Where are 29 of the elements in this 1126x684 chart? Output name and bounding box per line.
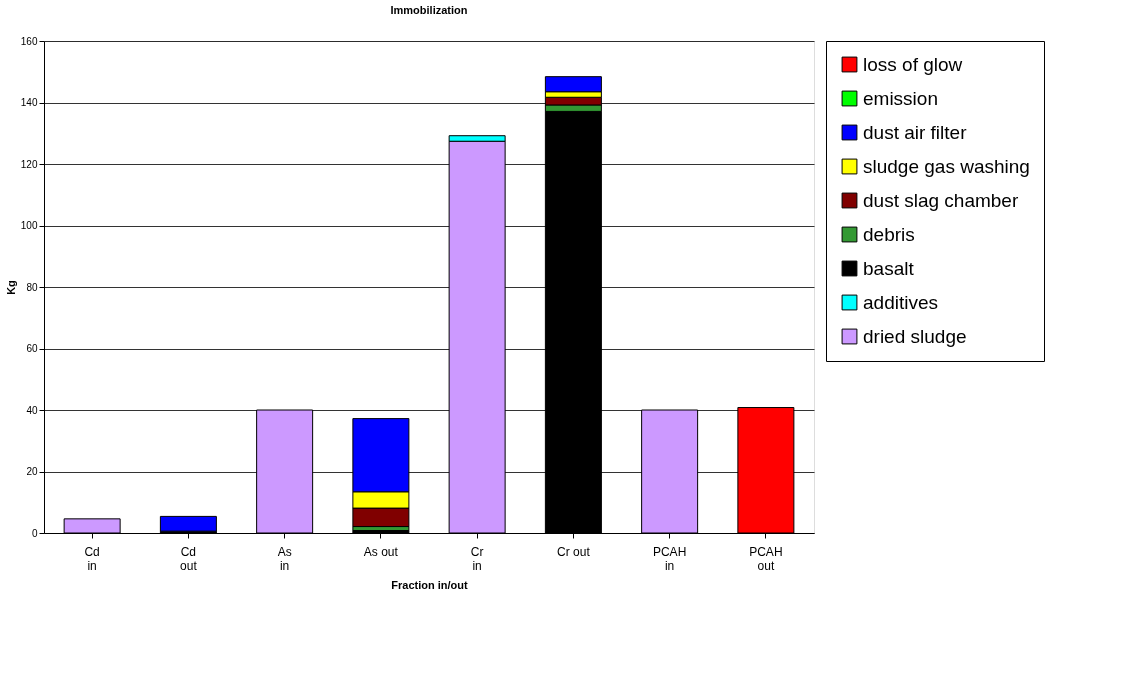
y-tick-label: 20 [26, 466, 38, 477]
x-tick-label: As in [277, 544, 292, 573]
y-tick-label: 80 [26, 281, 38, 293]
x-tick-label: As out [363, 544, 399, 559]
chart-title: Immobilization [390, 4, 468, 16]
legend-label: sludge gas washing [863, 155, 1030, 177]
x-tick-label: Cd out [180, 544, 198, 573]
legend-label: dried sludge [863, 325, 967, 347]
x-axis-title: Fraction in/out [391, 578, 469, 591]
y-axis-title: Kg [4, 280, 17, 295]
y-tick-label: 120 [20, 158, 38, 170]
x-tick-label: Cr out [557, 544, 591, 559]
legend-label: dust slag chamber [863, 189, 1019, 211]
y-tick-label: 160 [20, 35, 38, 47]
legend-label: emission [863, 87, 938, 109]
x-tick-label: PCAH in [652, 544, 687, 573]
y-tick-label: 140 [20, 97, 38, 108]
legend-label: debris [863, 223, 915, 245]
x-tick-label: Cr in [470, 544, 484, 573]
y-tick-label: 40 [26, 404, 38, 416]
legend-label: basalt [863, 257, 915, 279]
legend-label: loss of glow [863, 53, 963, 75]
y-tick-label: 60 [26, 343, 38, 354]
legend-label: dust air filter [863, 121, 968, 143]
x-tick-label: PCAH out [749, 544, 783, 573]
x-tick-label: Cd in [84, 544, 100, 573]
y-tick-label: 100 [20, 220, 38, 231]
legend-label: additives [863, 291, 938, 313]
y-tick-label: 0 [31, 527, 38, 539]
